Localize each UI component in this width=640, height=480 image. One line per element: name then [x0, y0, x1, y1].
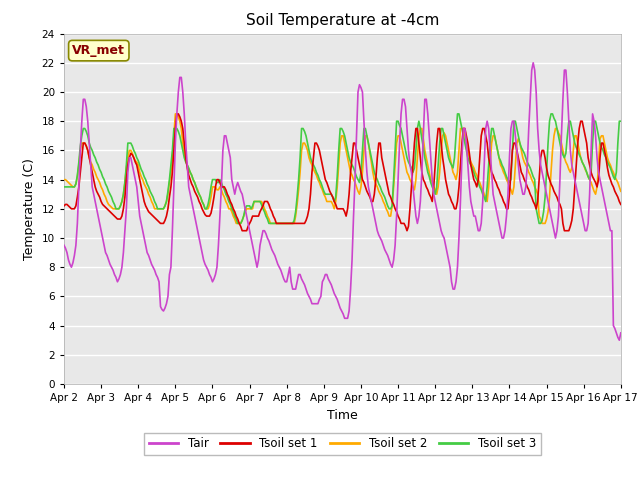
- Y-axis label: Temperature (C): Temperature (C): [23, 158, 36, 260]
- X-axis label: Time: Time: [327, 408, 358, 421]
- Text: VR_met: VR_met: [72, 44, 125, 57]
- Title: Soil Temperature at -4cm: Soil Temperature at -4cm: [246, 13, 439, 28]
- Legend: Tair, Tsoil set 1, Tsoil set 2, Tsoil set 3: Tair, Tsoil set 1, Tsoil set 2, Tsoil se…: [144, 433, 541, 455]
